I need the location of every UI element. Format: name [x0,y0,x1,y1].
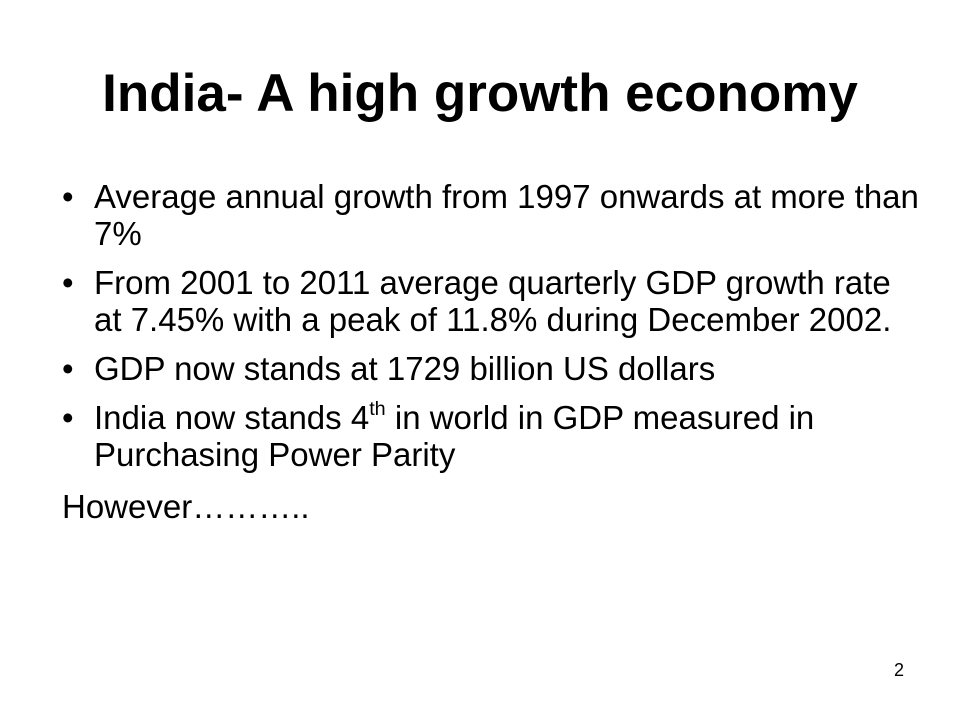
slide-title: India- A high growth economy [102,64,858,123]
bullet-text: GDP now stands at 1729 billion US dollar… [94,350,716,387]
slide-body: • Average annual growth from 1997 onward… [62,178,922,525]
bullet-text: From 2001 to 2011 average quarterly GDP … [94,264,892,338]
bullet-text-after: in world in GDP measured in Purchasing P… [94,399,815,473]
bullet-icon: • [62,264,74,301]
bullet-text: India now stands 4th in world in GDP mea… [94,399,814,473]
bullet-text-before: India now stands 4 [94,399,370,436]
ordinal-suffix: th [369,398,386,421]
bullet-list: • Average annual growth from 1997 onward… [62,178,922,473]
bullet-item: • From 2001 to 2011 average quarterly GD… [62,264,922,338]
bullet-text: Average annual growth from 1997 onwards … [94,178,919,252]
bullet-icon: • [62,178,74,215]
bullet-item: • Average annual growth from 1997 onward… [62,178,922,252]
bullet-icon: • [62,350,74,387]
closing-text: However……….. [62,488,310,525]
page-number: 2 [893,660,904,680]
bullet-item: • GDP now stands at 1729 billion US doll… [62,350,922,387]
bullet-icon: • [62,399,74,436]
bullet-item: • India now stands 4th in world in GDP m… [62,399,922,473]
